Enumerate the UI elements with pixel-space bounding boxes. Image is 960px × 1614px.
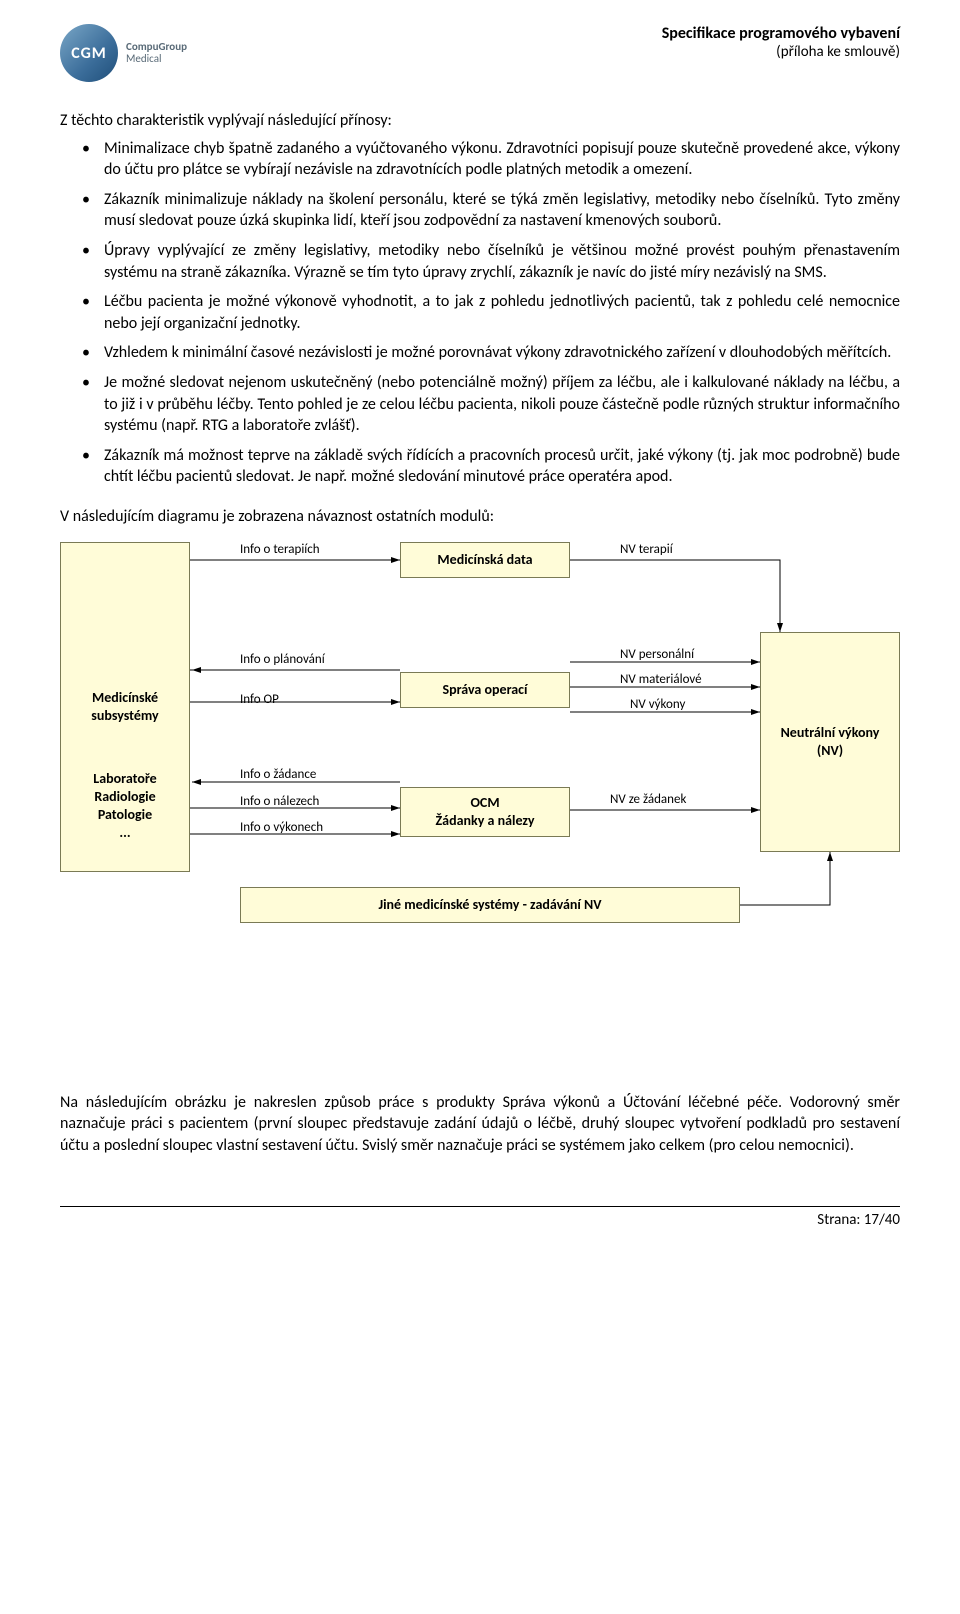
logo-text: CompuGroup Medical: [126, 41, 187, 65]
node-lab-label: LaboratořeRadiologiePatologie...: [66, 770, 184, 843]
page-header: CGM CompuGroup Medical Specifikace progr…: [60, 24, 900, 82]
edge-label: Info o terapiích: [240, 542, 320, 557]
bullet-item: Zákazník má možnost teprve na základě sv…: [60, 445, 900, 488]
bullet-item: Je možné sledovat nejenom uskutečněný (n…: [60, 372, 900, 437]
after-diagram-text: Na následujícím obrázku je nakreslen způ…: [60, 1092, 900, 1157]
edge-label: NV výkony: [630, 697, 685, 712]
edge-label: NV materiálové: [620, 672, 702, 687]
node-sprava: Správa operací: [400, 672, 570, 708]
logo: CGM CompuGroup Medical: [60, 24, 187, 82]
bullet-item: Léčbu pacienta je možné výkonově vyhodno…: [60, 291, 900, 334]
header-title: Specifikace programového vybavení (přílo…: [662, 24, 900, 61]
edge-label: Info OP: [240, 692, 279, 707]
edge-label: Info o žádance: [240, 767, 316, 782]
bullet-list: Minimalizace chyb špatně zadaného a vyúč…: [60, 138, 900, 488]
bullet-item: Vzhledem k minimální časové nezávislosti…: [60, 342, 900, 364]
intro-text: Z těchto charakteristik vyplývají násled…: [60, 110, 900, 132]
bullet-item: Úpravy vyplývající ze změny legislativy,…: [60, 240, 900, 283]
logo-badge: CGM: [60, 24, 118, 82]
node-jine: Jiné medicínské systémy - zadávání NV: [240, 887, 740, 923]
bullet-item: Minimalizace chyb špatně zadaného a vyúč…: [60, 138, 900, 181]
edge-label: NV personální: [620, 647, 694, 662]
node-ocm: OCMŽádanky a nálezy: [400, 787, 570, 837]
node-meddata: Medicínská data: [400, 542, 570, 578]
edge-label: Info o plánování: [240, 652, 325, 667]
doc-title: Specifikace programového vybavení: [662, 24, 900, 43]
doc-subtitle: (příloha ke smlouvě): [662, 43, 900, 61]
node-nv: Neutrální výkony(NV): [760, 632, 900, 852]
edge-label: Info o nálezech: [240, 794, 319, 809]
bullet-item: Zákazník minimalizuje náklady na školení…: [60, 189, 900, 232]
footer-page: Strana: 17/40: [60, 1211, 900, 1229]
edge-label: NV terapií: [620, 542, 673, 557]
diagram: MedicínskésubsystémyLaboratořeRadiologie…: [60, 542, 900, 942]
diagram-intro: V následujícím diagramu je zobrazena náv…: [60, 506, 900, 528]
edge-label: NV ze žádanek: [610, 792, 686, 807]
footer-rule: [60, 1206, 900, 1207]
edge-label: Info o výkonech: [240, 820, 323, 835]
logo-line2: Medical: [126, 53, 187, 65]
